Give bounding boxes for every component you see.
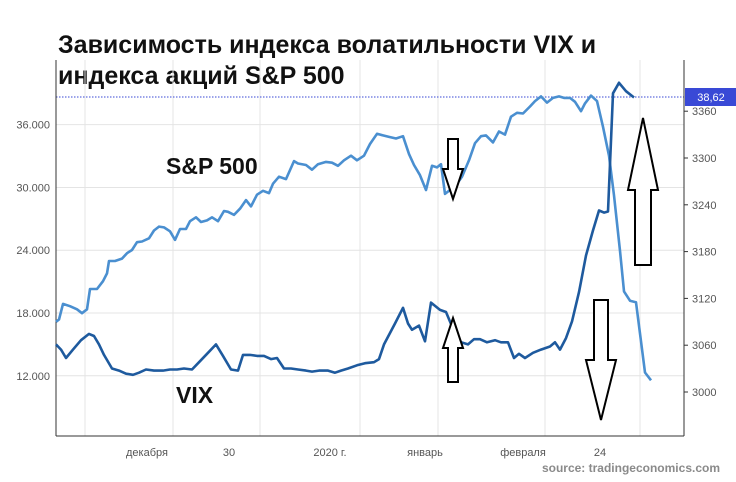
y-right-tick-label: 3240 [692, 200, 716, 212]
tick-labels: 12.000 18.000 24.000 30.000 36.000 3000 3060 31… [16, 106, 716, 459]
chart-title: Зависимость индекса волатильности VIX и … [58, 31, 597, 90]
annotation-arrows [441, 117, 660, 421]
y-right-tick-label: 3000 [692, 387, 716, 399]
arrow-down-1 [441, 138, 465, 203]
x-tick-label: 30 [223, 447, 235, 459]
arrow-up-2 [626, 117, 660, 266]
arrow-up-1 [441, 314, 465, 383]
y-left-tick-label: 18.000 [16, 308, 50, 320]
y-right-tick-label: 3060 [692, 340, 716, 352]
y-right-tick-label: 3120 [692, 293, 716, 305]
x-tick-label: февраля [500, 447, 546, 459]
x-tick-label: 2020 г. [313, 447, 346, 459]
current-value-badge: 38,62 [685, 88, 736, 106]
x-tick-label: январь [407, 447, 443, 459]
x-tick-label: 24 [594, 447, 606, 459]
y-right-tick-label: 3300 [692, 153, 716, 165]
vix-series-line [55, 81, 635, 377]
current-value-badge-bg [685, 88, 736, 106]
vix-series-label: VIX [176, 382, 214, 408]
arrow-down-2 [584, 299, 618, 421]
series [55, 81, 653, 382]
sp500-series-label: S&P 500 [166, 153, 258, 179]
y-left-tick-label: 24.000 [16, 245, 50, 257]
y-right-tick-label: 3360 [692, 106, 716, 118]
source-label: source: tradingeconomics.com [541, 461, 720, 475]
y-right-tick-label: 3180 [692, 247, 716, 259]
y-left-tick-label: 12.000 [16, 371, 50, 383]
y-left-tick-label: 36.000 [16, 120, 50, 132]
x-tick-label: декабря [126, 447, 168, 459]
current-value-label: 38,62 [697, 92, 725, 104]
y-left-tick-label: 30.000 [16, 182, 50, 194]
sp500-series-line [55, 94, 653, 382]
axes [55, 60, 688, 437]
